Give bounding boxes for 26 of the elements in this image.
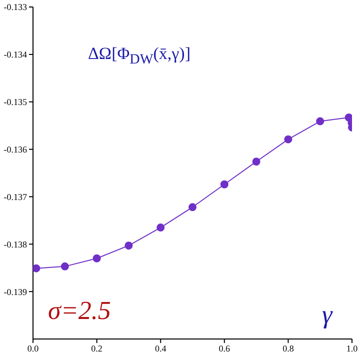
- x-tick-label: 0.8: [282, 343, 294, 354]
- y-tick-label: -0.134: [4, 50, 28, 60]
- x-tick-label: 0.0: [27, 343, 40, 354]
- y-tick-label: -0.133: [4, 2, 28, 12]
- y-tick-label: -0.139: [4, 286, 28, 297]
- y-tick-label: -0.138: [4, 239, 28, 250]
- y-tick-label: -0.136: [4, 144, 28, 154]
- point: [252, 158, 260, 166]
- x-tick-label: 0.4: [154, 343, 167, 354]
- point: [284, 135, 292, 144]
- x-tick-label: 0.6: [218, 343, 231, 354]
- point: [220, 180, 228, 188]
- point: [156, 224, 165, 232]
- x-tick-label: 1.0: [346, 343, 358, 354]
- annotation: ΔΩ[Φ$_{DW}$(x̄,γ)]: [88, 44, 190, 68]
- point: [124, 242, 133, 250]
- point: [188, 203, 196, 212]
- y-tick-label: -0.137: [4, 192, 28, 202]
- point: [92, 254, 101, 262]
- x-axis-title: γ: [322, 300, 332, 330]
- point: [33, 264, 40, 272]
- annotation: σ=2.5: [48, 296, 111, 326]
- point: [60, 262, 69, 270]
- point: [316, 117, 324, 126]
- y-tick-label: -0.135: [4, 97, 28, 108]
- x-tick-label: 0.2: [91, 343, 102, 354]
